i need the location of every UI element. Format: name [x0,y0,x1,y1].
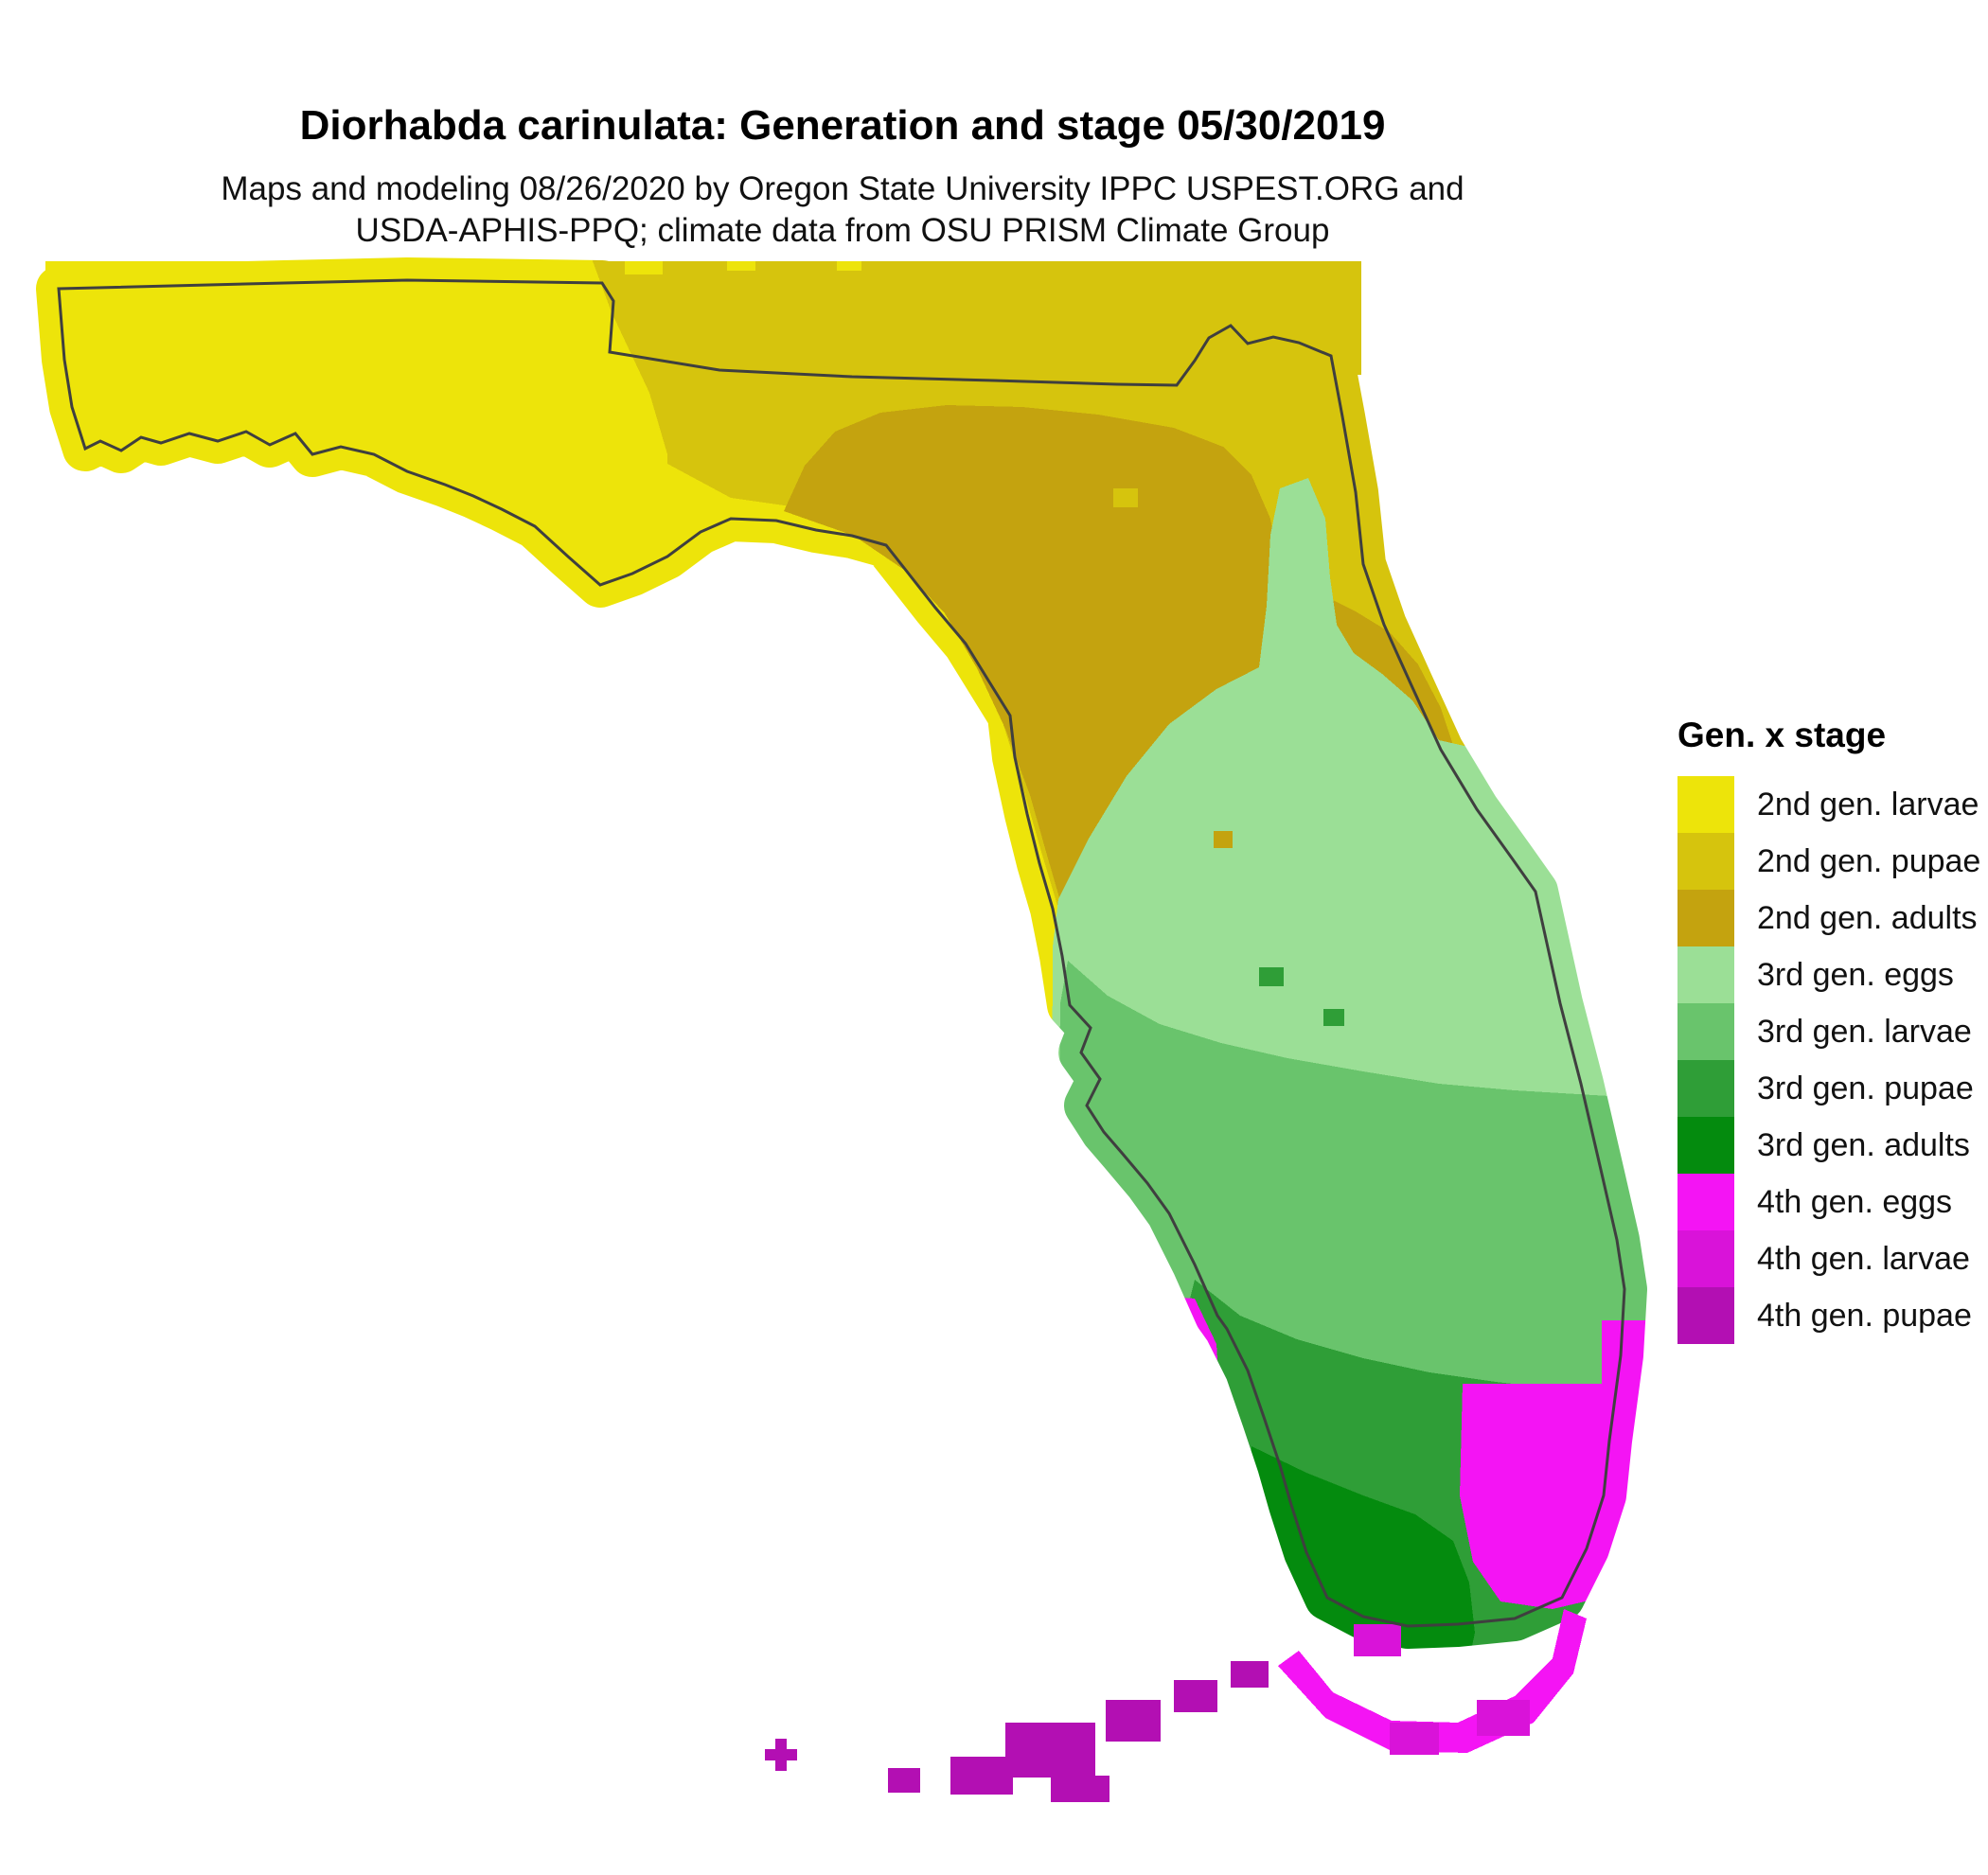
key-4th-gen-pupae [1231,1661,1269,1688]
legend-swatch [1677,946,1734,1003]
key-4th-gen-pupae [1005,1723,1095,1778]
legend-swatch [1677,890,1734,946]
legend-swatch [1677,833,1734,890]
key-4th-gen-pupae [1106,1700,1161,1742]
legend-entry: 4th gen. eggs [1677,1174,1980,1230]
page-title: Diorhabda carinulata: Generation and sta… [299,102,1386,149]
patch-4th-gen-larvae [1477,1700,1530,1736]
speckle-dark-green [1259,967,1284,986]
legend-entry: 2nd gen. pupae [1677,833,1980,890]
keys-raster [765,1609,1587,1802]
speckle-mustard [1214,831,1233,848]
band-3rd-gen-adults [1248,1446,1475,1723]
patch-4th-gen-eggs-southeast [1460,1384,1655,1609]
patch-4th-gen-larvae [1390,1723,1439,1755]
subtitle-line-1: Maps and modeling 08/26/2020 by Oregon S… [221,170,1464,207]
legend-label: 3rd gen. adults [1757,1126,1970,1163]
speckle-bright-yellow [837,254,861,271]
legend-label: 3rd gen. eggs [1757,956,1954,993]
legend-label: 3rd gen. pupae [1757,1070,1974,1106]
legend-entry: 2nd gen. larvae [1677,776,1980,833]
speckle-dark-green [1323,1009,1344,1026]
legend-swatch [1677,1003,1734,1060]
legend-label: 4th gen. larvae [1757,1240,1970,1277]
legend-label: 4th gen. eggs [1757,1183,1953,1220]
legend-entry: 3rd gen. eggs [1677,946,1980,1003]
legend-swatch [1677,1230,1734,1287]
state-boundary [57,278,1626,1628]
speckle-bright-yellow [625,254,663,274]
patch-4th-gen-larvae [1354,1624,1401,1656]
legend-label: 2nd gen. adults [1757,899,1978,936]
legend-label: 2nd gen. pupae [1757,842,1981,879]
legend-entry: 3rd gen. pupae [1677,1060,1980,1117]
legend-entry: 4th gen. pupae [1677,1287,1980,1344]
legend-swatch [1677,1174,1734,1230]
raster-layer [19,233,1979,1875]
legend-swatch [1677,1117,1734,1174]
legend-entry: 3rd gen. larvae [1677,1003,1980,1060]
legend-swatch [1677,1060,1734,1117]
patch-4th-gen-eggs-southwest [1147,1295,1219,1410]
legend-entry: 2nd gen. adults [1677,890,1980,946]
key-4th-gen-pupae [775,1739,787,1771]
legend: Gen. x stage 2nd gen. larvae 2nd gen. pu… [1677,716,1980,1344]
legend-title: Gen. x stage [1677,716,1887,754]
key-4th-gen-pupae [1051,1776,1109,1802]
patch-4th-gen-eggs-eastcoast [1602,1320,1657,1387]
legend-label: 3rd gen. larvae [1757,1013,1972,1050]
legend-label: 4th gen. pupae [1757,1297,1972,1334]
key-4th-gen-pupae [950,1757,1013,1795]
legend-label: 2nd gen. larvae [1757,786,1979,823]
key-4th-gen-pupae [1174,1680,1217,1712]
legend-entry: 4th gen. larvae [1677,1230,1980,1287]
legend-swatch [1677,1287,1734,1344]
speckle-bright-yellow [727,252,755,271]
speckle-dull-yellow [1113,488,1138,507]
legend-entry: 3rd gen. adults [1677,1117,1980,1174]
legend-swatch [1677,776,1734,833]
key-4th-gen-pupae [888,1768,920,1793]
